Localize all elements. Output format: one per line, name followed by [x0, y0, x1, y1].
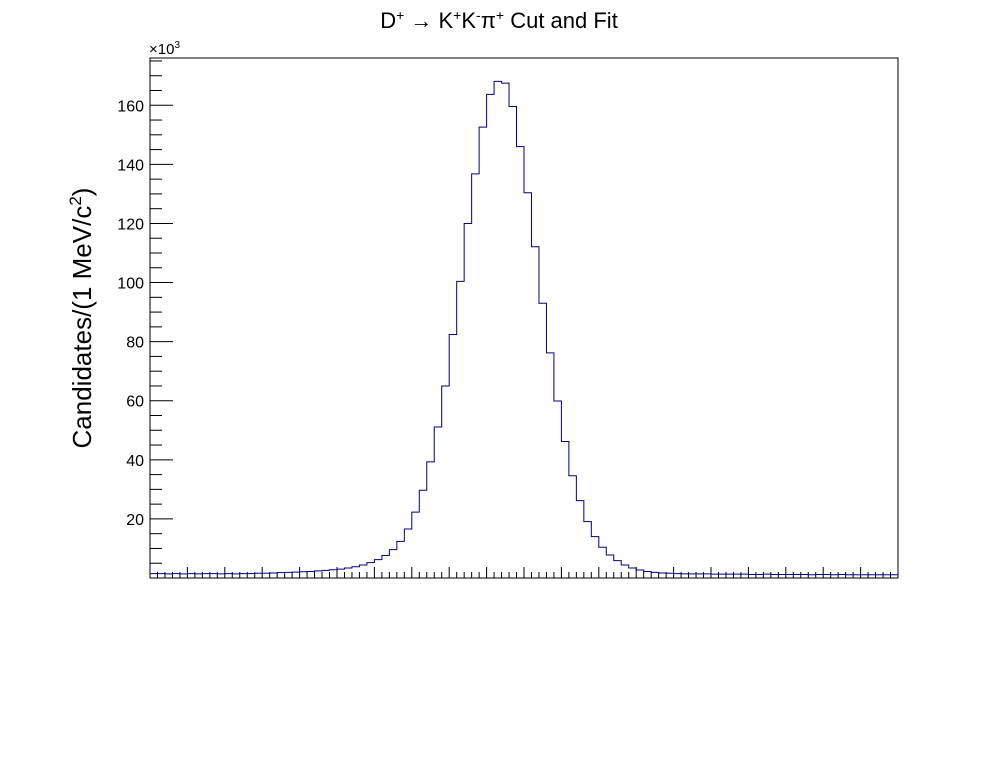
text-part: Candidates/(1 MeV/c	[67, 206, 97, 449]
superscript: +	[496, 7, 504, 23]
y-axis-label: Candidates/(1 MeV/c2)	[66, 188, 97, 449]
superscript: -	[476, 7, 481, 23]
y-axis-ticks: 20 40 60 80 100 120 140 160	[117, 60, 173, 564]
x-axis-ticks	[149, 567, 899, 578]
y-tick-label: 160	[117, 98, 144, 115]
y-multiplier-text: ×103	[149, 40, 180, 58]
y-tick-label: 120	[117, 216, 144, 233]
text-part: K	[461, 8, 476, 33]
y-tick-label: 140	[117, 157, 144, 174]
multiplier-exponent: 3	[174, 40, 180, 51]
text-part: D	[380, 8, 396, 33]
y-tick-label: 40	[126, 453, 144, 470]
text-part: Cut and Fit	[504, 8, 618, 33]
text-part: → K	[404, 8, 453, 33]
plot-frame	[149, 57, 899, 579]
chart-title: D+ → K+K-π+ Cut and Fit	[380, 7, 618, 33]
y-tick-label: 60	[126, 394, 144, 411]
y-tick-label: 100	[117, 276, 144, 293]
text-part: π	[481, 8, 496, 33]
y-tick-label: 20	[126, 512, 144, 529]
histogram-series	[150, 80, 898, 576]
superscript: +	[453, 7, 461, 23]
chart-title-text: D+ → K+K-π+ Cut and Fit	[380, 7, 618, 33]
superscript: 2	[66, 196, 85, 205]
superscript: +	[396, 7, 404, 23]
y-tick-label: 80	[126, 335, 144, 352]
text-part: )	[67, 188, 97, 197]
y-axis-multiplier: ×103	[149, 40, 180, 58]
multiplier-base: ×10	[149, 41, 174, 58]
y-axis-label-text: Candidates/(1 MeV/c2)	[66, 188, 97, 449]
